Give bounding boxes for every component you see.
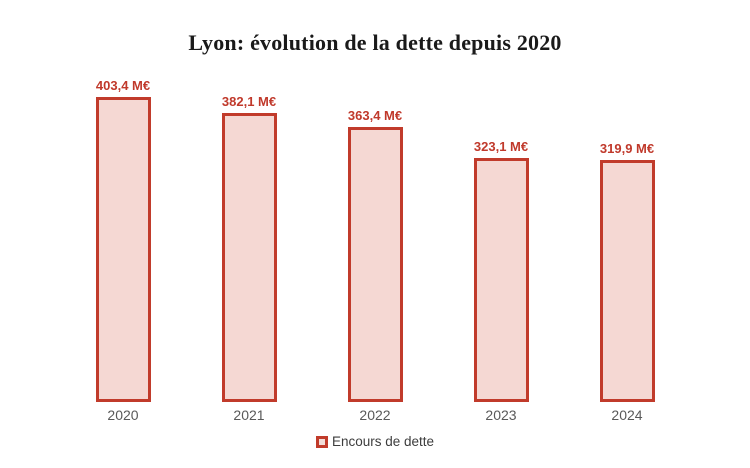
bar-slot-2022: 363,4 M€: [312, 108, 438, 402]
x-axis-label-2020: 2020: [107, 407, 139, 423]
bar-2021: [221, 113, 277, 402]
x-axis-label-2022: 2022: [359, 407, 391, 423]
bar-slot-2023: 323,1 M€: [438, 139, 564, 402]
legend-label: Encours de dette: [331, 434, 435, 449]
chart-title: Lyon: évolution de la dette depuis 2020: [188, 30, 562, 55]
bar-2020: [95, 97, 151, 402]
bar-slot-2020: 403,4 M€: [60, 78, 186, 402]
plot-area: 403,4 M€ 382,1 M€ 363,4 M€ 323,1 M€ 319,9 M€: [60, 0, 690, 402]
legend-swatch-icon: [315, 435, 328, 448]
x-axis-labels: 2020 2021 2022 2023 2024: [60, 407, 690, 423]
x-axis-label-2023: 2023: [485, 407, 517, 423]
bar-2022: [347, 127, 403, 402]
bar-2024: [599, 160, 655, 402]
bar-value-label-2022: 363,4 M€: [347, 108, 403, 123]
bar-2023: [473, 158, 529, 402]
bar-slot-2024: 319,9 M€: [564, 141, 690, 402]
x-axis-label-2021: 2021: [233, 407, 265, 423]
bar-value-label-2021: 382,1 M€: [221, 94, 277, 109]
bar-slot-2021: 382,1 M€: [186, 94, 312, 402]
legend: Encours de dette: [0, 434, 750, 449]
bar-value-label-2023: 323,1 M€: [473, 139, 529, 154]
bar-value-label-2020: 403,4 M€: [95, 78, 151, 93]
bar-value-label-2024: 319,9 M€: [599, 141, 655, 156]
x-axis-label-2024: 2024: [611, 407, 643, 423]
